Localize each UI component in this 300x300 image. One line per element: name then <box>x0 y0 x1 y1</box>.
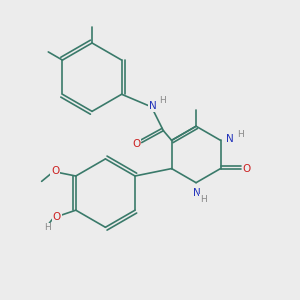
Text: O: O <box>51 166 59 176</box>
Text: H: H <box>200 194 207 203</box>
Text: O: O <box>53 212 61 222</box>
Text: N: N <box>193 188 200 198</box>
Text: H: H <box>237 130 244 139</box>
Text: H: H <box>44 223 51 232</box>
Text: H: H <box>159 96 166 105</box>
Text: N: N <box>149 101 157 111</box>
Text: O: O <box>243 164 251 174</box>
Text: O: O <box>132 139 140 149</box>
Text: N: N <box>226 134 234 144</box>
